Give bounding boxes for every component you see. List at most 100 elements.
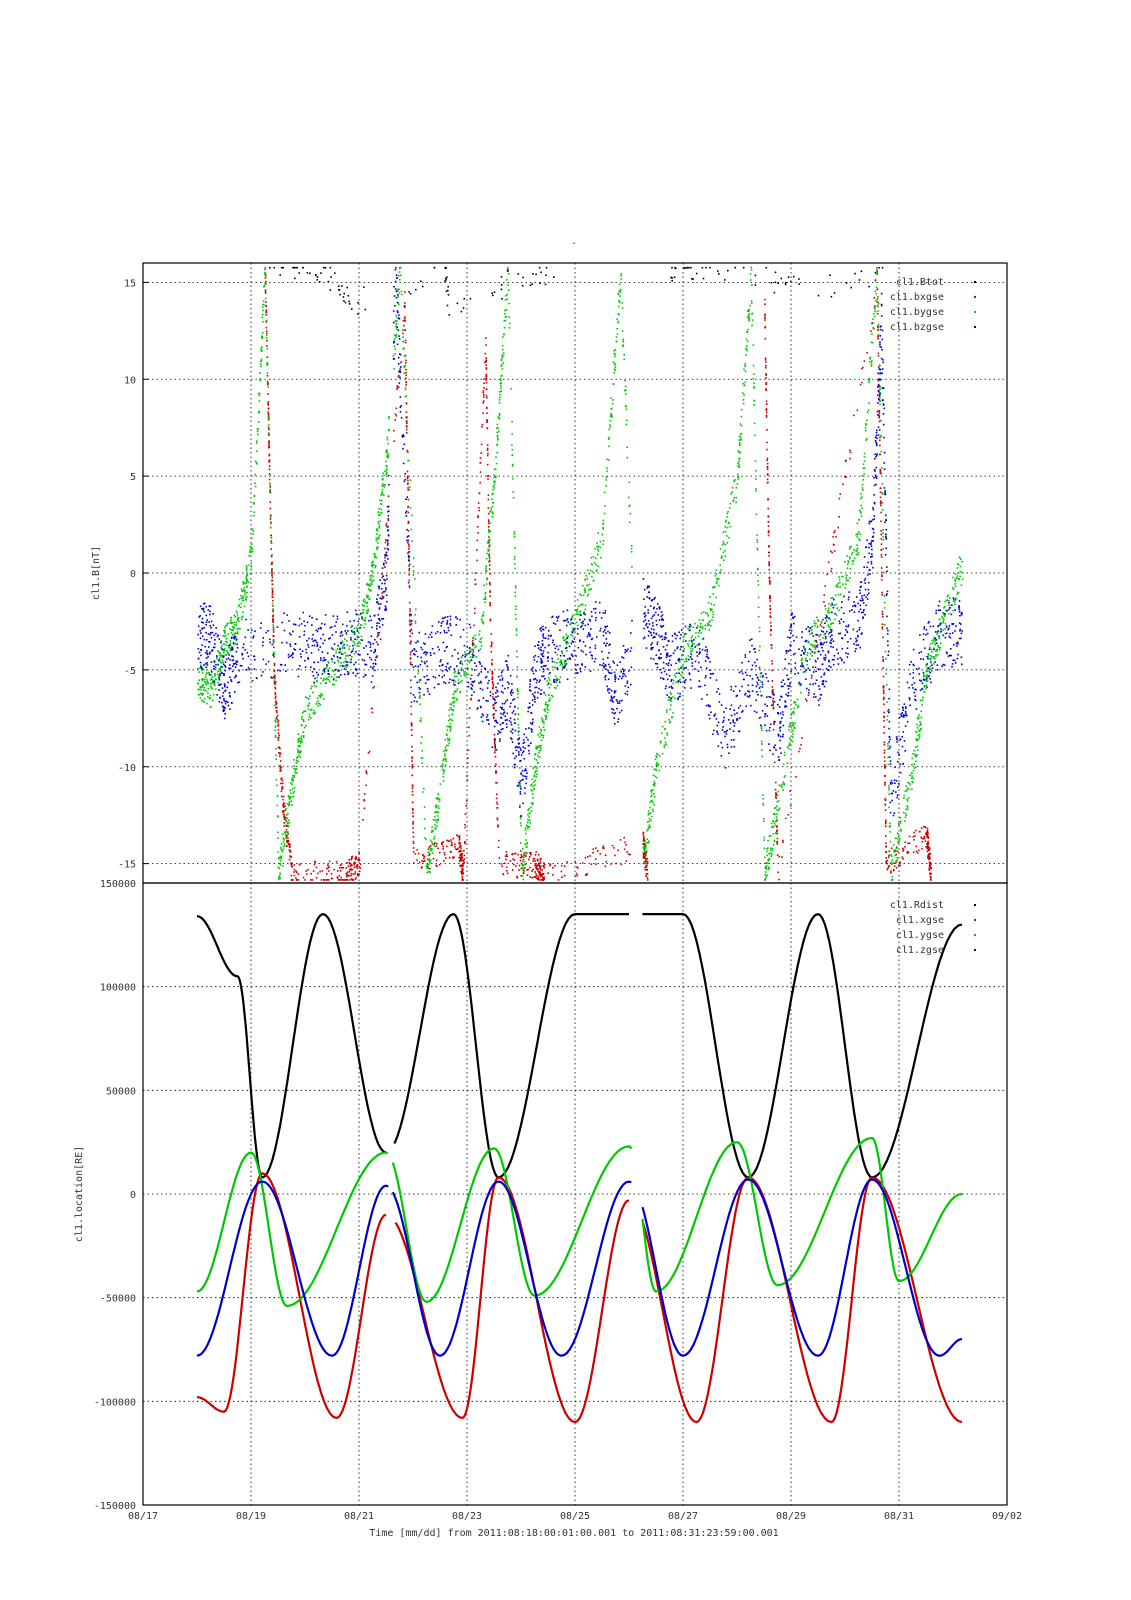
data-point	[388, 416, 390, 418]
data-point	[541, 734, 544, 737]
data-point	[883, 606, 886, 609]
data-point	[914, 766, 917, 768]
data-point	[883, 760, 886, 762]
data-point	[492, 693, 494, 695]
data-point	[201, 694, 204, 696]
data-point	[485, 565, 487, 567]
data-point	[410, 701, 413, 703]
data-point	[214, 639, 216, 641]
data-point	[370, 590, 372, 592]
data-point	[410, 729, 413, 731]
data-point	[230, 680, 233, 683]
data-point	[885, 825, 887, 828]
data-point	[413, 862, 415, 864]
data-point	[743, 394, 745, 396]
data-point	[877, 310, 879, 312]
data-point	[576, 613, 578, 616]
data-point	[276, 784, 278, 787]
data-point	[517, 713, 520, 716]
data-point	[851, 560, 854, 562]
data-point	[350, 873, 352, 875]
data-point	[483, 382, 485, 385]
data-point	[407, 476, 409, 479]
data-point	[377, 521, 380, 523]
data-point	[876, 305, 879, 307]
data-point	[301, 740, 303, 743]
data-point	[221, 648, 223, 650]
data-point	[683, 633, 686, 635]
data-point	[657, 764, 659, 767]
data-point	[930, 654, 932, 657]
data-point	[926, 833, 929, 836]
data-point	[245, 570, 248, 572]
data-point	[271, 569, 273, 571]
data-point	[952, 588, 955, 591]
data-point	[860, 270, 863, 273]
data-point	[199, 667, 201, 669]
data-point	[891, 859, 893, 862]
data-point	[945, 599, 948, 602]
data-point	[954, 580, 957, 582]
data-point	[275, 758, 277, 761]
data-point	[933, 663, 935, 665]
data-point	[602, 540, 605, 542]
data-point	[236, 632, 238, 635]
data-point	[463, 673, 465, 676]
data-point	[294, 770, 296, 772]
data-point	[541, 869, 543, 871]
data-point	[491, 673, 493, 675]
data-point	[491, 680, 494, 683]
data-point	[446, 737, 449, 740]
data-point	[739, 423, 742, 425]
data-point	[609, 415, 612, 418]
data-point	[646, 869, 648, 871]
data-point	[575, 608, 577, 611]
data-point	[478, 509, 480, 512]
data-point	[902, 811, 905, 814]
data-point	[373, 555, 376, 558]
data-point	[762, 797, 765, 800]
data-point	[384, 484, 386, 486]
data-point	[348, 874, 350, 877]
data-point	[578, 610, 581, 613]
data-point	[470, 697, 472, 700]
data-point	[515, 650, 518, 653]
data-point	[258, 400, 261, 402]
data-point	[354, 873, 356, 875]
data-point	[429, 867, 431, 870]
data-point	[928, 857, 931, 859]
data-point	[341, 867, 343, 869]
data-point	[929, 863, 932, 866]
data-point	[499, 393, 501, 396]
data-point	[486, 396, 488, 399]
data-point	[312, 691, 314, 694]
data-point	[351, 308, 353, 310]
data-point	[436, 825, 438, 828]
data-point	[386, 468, 388, 470]
data-point	[271, 571, 273, 574]
data-point	[464, 671, 467, 673]
data-point	[464, 651, 466, 653]
data-point	[871, 360, 873, 362]
data-point	[486, 444, 489, 446]
data-point	[270, 548, 272, 550]
data-point	[726, 535, 728, 537]
data-point	[643, 846, 646, 849]
data-point	[295, 870, 297, 872]
data-point	[877, 326, 879, 329]
data-point	[534, 771, 536, 774]
data-point	[274, 692, 277, 694]
data-point	[700, 626, 702, 629]
data-point	[546, 684, 549, 686]
data-point	[298, 272, 300, 274]
data-point	[399, 354, 402, 356]
data-point	[215, 664, 217, 666]
data-point	[327, 660, 329, 663]
data-point	[920, 716, 923, 719]
data-point	[363, 799, 365, 802]
data-point	[217, 634, 220, 636]
data-point	[293, 787, 296, 789]
data-point	[501, 357, 504, 359]
data-point	[776, 820, 778, 822]
data-point	[923, 674, 925, 677]
